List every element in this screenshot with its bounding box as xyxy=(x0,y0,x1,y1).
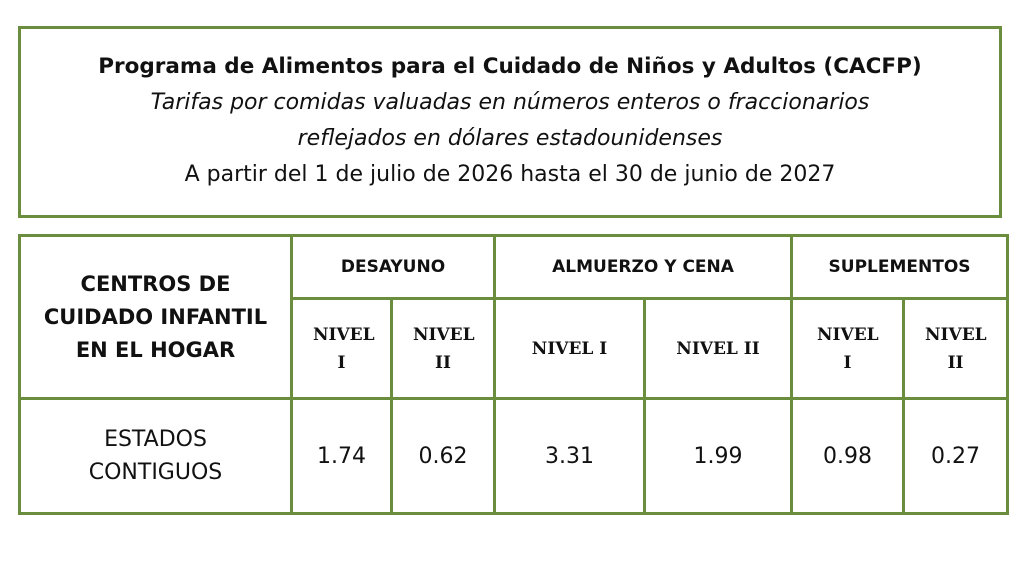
value-lunch-1: 3.31 xyxy=(493,397,647,515)
level-supplements-1: NIVEL I xyxy=(790,297,906,400)
subtitle-line-1: Tarifas por comidas valuadas en números … xyxy=(150,90,870,115)
table-group-header-row: CENTROS DE CUIDADO INFANTIL EN EL HOGAR … xyxy=(18,234,1010,400)
group-header-breakfast: DESAYUNO xyxy=(289,234,497,300)
level-lunch-2: NIVEL II xyxy=(643,297,794,400)
value-lunch-2: 1.99 xyxy=(643,397,794,515)
value-breakfast-2: 0.62 xyxy=(389,397,497,515)
value-breakfast-1: 1.74 xyxy=(290,397,393,515)
row-label-contiguous-states: ESTADOS CONTIGUOS xyxy=(18,397,293,515)
level-supplements-2: NIVEL II xyxy=(902,297,1010,400)
rates-table: CENTROS DE CUIDADO INFANTIL EN EL HOGAR … xyxy=(18,234,1010,515)
table-row: ESTADOS CONTIGUOS 1.74 0.62 3.31 1.99 0.… xyxy=(18,397,1010,515)
date-range: A partir del 1 de julio de 2026 hasta el… xyxy=(184,162,836,187)
level-breakfast-2: NIVEL II xyxy=(389,297,497,400)
group-header-supplements: SUPLEMENTOS xyxy=(790,234,1010,300)
value-supplements-2: 0.27 xyxy=(902,397,1010,515)
group-header-lunch-dinner: ALMUERZO Y CENA xyxy=(493,234,794,300)
level-lunch-1: NIVEL I xyxy=(493,297,647,400)
header-box: Programa de Alimentos para el Cuidado de… xyxy=(18,26,1002,218)
value-supplements-1: 0.98 xyxy=(790,397,906,515)
table-level-header-row: NIVEL I NIVEL II NIVEL I NIVEL II NIVEL … xyxy=(20,297,1010,400)
level-breakfast-1: NIVEL I xyxy=(290,297,393,400)
corner-header: CENTROS DE CUIDADO INFANTIL EN EL HOGAR xyxy=(18,234,293,400)
subtitle-line-2: reflejados en dólares estadounidenses xyxy=(297,126,723,151)
document-title: Programa de Alimentos para el Cuidado de… xyxy=(98,54,922,79)
